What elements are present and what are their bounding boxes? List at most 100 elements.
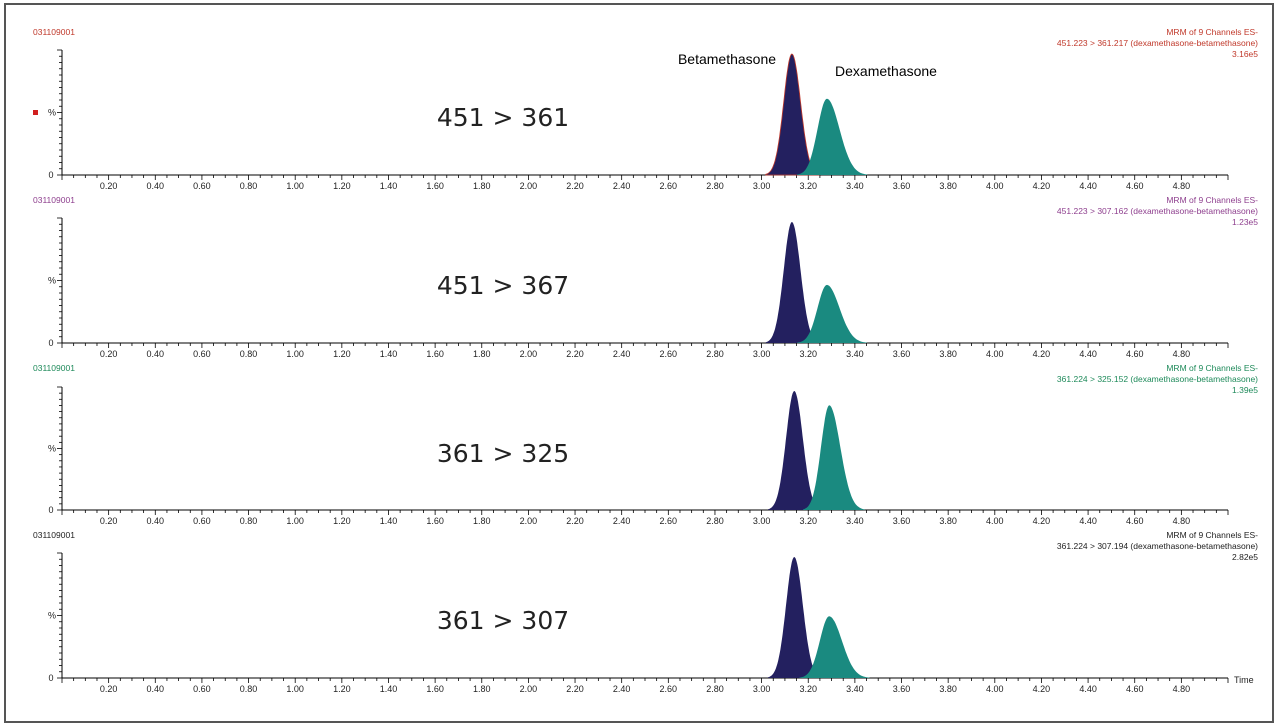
transition-label: 361 > 325 <box>437 439 569 468</box>
x-tick-label: 4.80 <box>1173 516 1191 526</box>
dexamethasone-peak <box>799 616 870 678</box>
x-tick-label: 0.40 <box>147 349 165 359</box>
y-percent-label: % <box>48 108 56 118</box>
x-axis-title: Time <box>1234 675 1254 685</box>
x-tick-label: 2.00 <box>520 349 538 359</box>
x-tick-label: 3.40 <box>846 684 864 694</box>
x-tick-label: 1.60 <box>426 181 444 191</box>
y-zero-label: 0 <box>48 170 53 180</box>
x-tick-label: 4.60 <box>1126 349 1144 359</box>
x-tick-label: 3.40 <box>846 181 864 191</box>
x-tick-label: 4.80 <box>1173 349 1191 359</box>
x-tick-label: 2.80 <box>706 181 724 191</box>
x-tick-label: 0.20 <box>100 684 118 694</box>
x-tick-label: 2.60 <box>660 181 678 191</box>
channel-header-label: MRM of 9 Channels ES- <box>1166 27 1258 37</box>
x-tick-label: 3.20 <box>799 181 817 191</box>
x-tick-label: 2.80 <box>706 516 724 526</box>
x-tick-label: 3.00 <box>753 181 771 191</box>
x-tick-label: 2.20 <box>566 516 584 526</box>
x-tick-label: 0.80 <box>240 181 258 191</box>
x-tick-label: 3.80 <box>939 684 957 694</box>
x-tick-label: 2.00 <box>520 684 538 694</box>
x-tick-label: 1.00 <box>286 181 304 191</box>
x-tick-label: 4.40 <box>1079 516 1097 526</box>
y-percent-label: % <box>48 276 56 286</box>
x-tick-label: 2.00 <box>520 516 538 526</box>
dexamethasone-peak <box>797 284 868 343</box>
x-tick-label: 1.20 <box>333 181 351 191</box>
y-percent-label: % <box>48 444 56 454</box>
transition-label: 361 > 307 <box>437 606 569 635</box>
dexamethasone-peak <box>803 405 865 510</box>
channel-header-label: MRM of 9 Channels ES- <box>1166 195 1258 205</box>
x-tick-label: 4.60 <box>1126 181 1144 191</box>
x-tick-label: 1.80 <box>473 349 491 359</box>
x-tick-label: 1.20 <box>333 684 351 694</box>
x-tick-label: 2.40 <box>613 181 631 191</box>
x-tick-label: 0.60 <box>193 349 211 359</box>
x-tick-label: 1.00 <box>286 684 304 694</box>
x-tick-label: 4.80 <box>1173 684 1191 694</box>
chart-frame <box>4 3 1274 723</box>
x-tick-label: 2.80 <box>706 349 724 359</box>
x-tick-label: 0.60 <box>193 516 211 526</box>
x-tick-label: 0.20 <box>100 181 118 191</box>
x-tick-label: 0.40 <box>147 516 165 526</box>
x-tick-label: 4.40 <box>1079 684 1097 694</box>
x-tick-label: 3.40 <box>846 349 864 359</box>
y-percent-label: % <box>48 611 56 621</box>
dexamethasone-label: Dexamethasone <box>835 63 937 79</box>
x-tick-label: 3.60 <box>893 349 911 359</box>
x-tick-label: 0.40 <box>147 181 165 191</box>
x-tick-label: 3.60 <box>893 516 911 526</box>
transition-header-label: 451.223 > 361.217 (dexamethasone-betamet… <box>1057 38 1258 48</box>
x-tick-label: 2.20 <box>566 181 584 191</box>
x-tick-label: 2.20 <box>566 349 584 359</box>
x-tick-label: 4.20 <box>1033 181 1051 191</box>
x-tick-label: 0.60 <box>193 684 211 694</box>
x-tick-label: 4.60 <box>1126 516 1144 526</box>
x-tick-label: 3.20 <box>799 684 817 694</box>
x-tick-label: 4.80 <box>1173 181 1191 191</box>
x-tick-label: 2.60 <box>660 684 678 694</box>
x-tick-label: 3.00 <box>753 516 771 526</box>
y-zero-label: 0 <box>48 505 53 515</box>
x-tick-label: 1.40 <box>380 684 398 694</box>
x-tick-label: 4.00 <box>986 181 1004 191</box>
betamethasone-peak <box>768 557 822 678</box>
x-tick-label: 3.60 <box>893 181 911 191</box>
channel-header-label: MRM of 9 Channels ES- <box>1166 363 1258 373</box>
x-tick-label: 2.80 <box>706 684 724 694</box>
sample-id-label: 031109001 <box>33 27 75 37</box>
y-zero-label: 0 <box>48 338 53 348</box>
x-tick-label: 1.40 <box>380 516 398 526</box>
x-tick-label: 2.40 <box>613 684 631 694</box>
marker-square <box>33 110 38 115</box>
x-tick-label: 3.60 <box>893 684 911 694</box>
x-tick-label: 1.20 <box>333 516 351 526</box>
x-tick-label: 0.80 <box>240 516 258 526</box>
dexamethasone-peak <box>797 98 868 175</box>
transition-label: 451 > 361 <box>437 103 569 132</box>
x-tick-label: 1.60 <box>426 684 444 694</box>
x-tick-label: 2.20 <box>566 684 584 694</box>
x-tick-label: 1.20 <box>333 349 351 359</box>
x-tick-label: 4.60 <box>1126 684 1144 694</box>
x-tick-label: 2.60 <box>660 349 678 359</box>
x-tick-label: 0.80 <box>240 684 258 694</box>
x-tick-label: 0.40 <box>147 684 165 694</box>
x-tick-label: 4.20 <box>1033 684 1051 694</box>
x-tick-label: 3.80 <box>939 181 957 191</box>
x-tick-label: 0.80 <box>240 349 258 359</box>
intensity-label: 1.23e5 <box>1232 217 1258 227</box>
x-tick-label: 0.60 <box>193 181 211 191</box>
transition-header-label: 361.224 > 307.194 (dexamethasone-betamet… <box>1057 541 1258 551</box>
x-tick-label: 1.80 <box>473 684 491 694</box>
y-zero-label: 0 <box>48 673 53 683</box>
x-tick-label: 1.60 <box>426 349 444 359</box>
x-tick-label: 1.00 <box>286 349 304 359</box>
sample-id-label: 031109001 <box>33 195 75 205</box>
x-tick-label: 3.80 <box>939 516 957 526</box>
x-tick-label: 0.20 <box>100 349 118 359</box>
